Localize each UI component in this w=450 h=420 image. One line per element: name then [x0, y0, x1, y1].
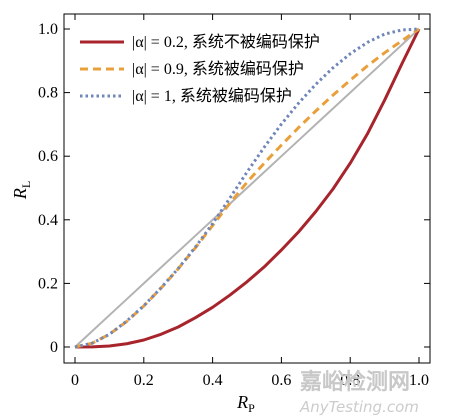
reference-line [74, 28, 420, 348]
legend-label-3: |α| = 1, 系统被编码保护 [132, 87, 292, 105]
legend-label-1: |α| = 0.2, 系统不被编码保护 [132, 33, 320, 51]
x-tick-label: 0.2 [134, 372, 154, 389]
x-axis-title: RP [236, 392, 255, 415]
y-tick-label: 0.2 [38, 275, 58, 292]
x-tick-label: 0.8 [340, 372, 360, 389]
y-tick-label: 0.4 [38, 212, 58, 229]
watermark: 嘉峪检测网 AnyTesting.com [299, 369, 419, 416]
x-tick-label: 0 [71, 372, 79, 389]
ticks: 0 0.2 0.4 0.6 0.8 1.0 0 0.2 0.4 0.6 0.8 1.0 [38, 14, 430, 389]
watermark-cn: 嘉峪检测网 [300, 369, 410, 395]
x-tick-label: 0.6 [271, 372, 291, 389]
series-layer [74, 27, 421, 349]
y-axis-title: RL [10, 181, 33, 200]
y-tick-label: 1.0 [38, 21, 58, 38]
watermark-en: AnyTesting.com [299, 398, 419, 416]
series-line-3 [74, 27, 420, 349]
x-tick-label: 0.4 [203, 372, 223, 389]
y-tick-label: 0.6 [38, 148, 58, 165]
y-tick-label: 0.8 [38, 85, 58, 102]
y-tick-label: 0 [50, 339, 58, 356]
series-line-1 [74, 28, 421, 349]
x-tick-label: 1.0 [409, 372, 429, 389]
legend-label-2: |α| = 0.9, 系统被编码保护 [132, 60, 304, 78]
plot-frame [63, 13, 431, 364]
legend: |α| = 0.2, 系统不被编码保护 |α| = 0.9, 系统被编码保护 |α|… [80, 33, 320, 105]
